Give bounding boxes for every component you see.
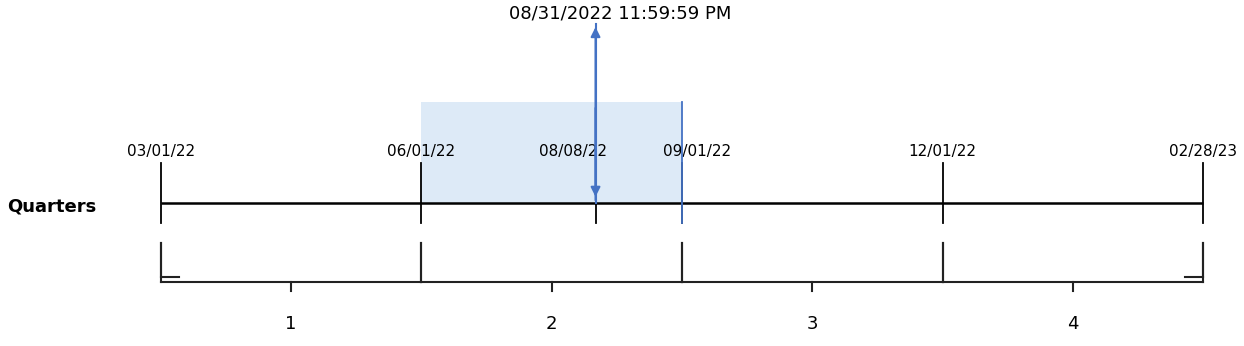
Text: 03/01/22: 03/01/22 xyxy=(127,144,195,159)
Text: 3: 3 xyxy=(806,315,819,334)
Text: 2: 2 xyxy=(546,315,557,334)
Text: Quarters: Quarters xyxy=(7,197,97,215)
Bar xyxy=(422,102,682,203)
Text: 06/01/22: 06/01/22 xyxy=(387,144,455,159)
Text: 1: 1 xyxy=(285,315,297,334)
Text: 08/08/22: 08/08/22 xyxy=(540,144,607,159)
Text: 09/01/22: 09/01/22 xyxy=(663,144,730,159)
Text: 4: 4 xyxy=(1067,315,1079,334)
Text: 12/01/22: 12/01/22 xyxy=(908,144,977,159)
Text: 02/28/23: 02/28/23 xyxy=(1169,144,1238,159)
Text: 08/31/2022 11:59:59 PM: 08/31/2022 11:59:59 PM xyxy=(509,4,731,22)
